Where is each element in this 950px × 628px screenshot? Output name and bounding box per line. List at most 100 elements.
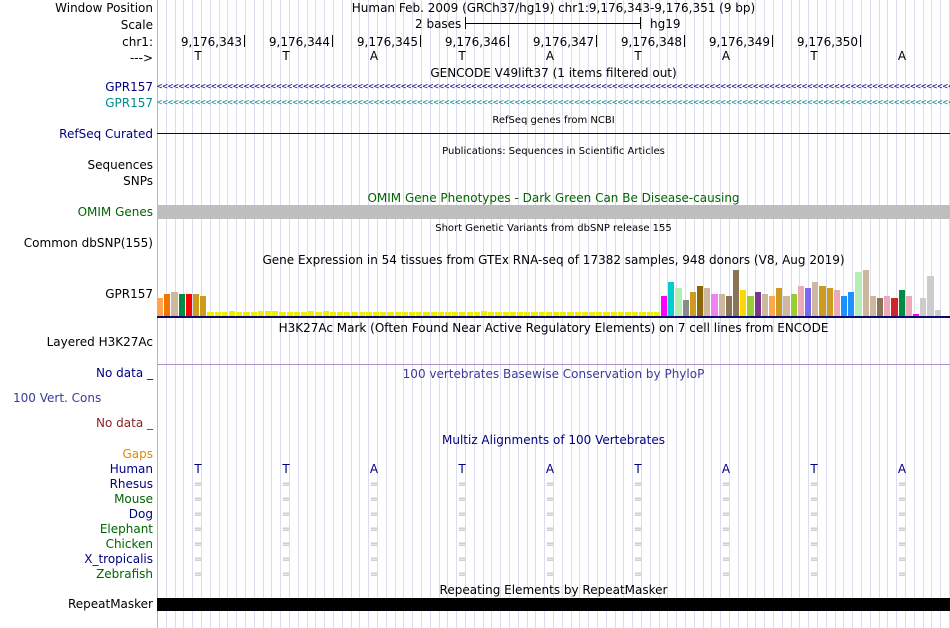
gtex-tissue-bar[interactable] xyxy=(387,312,394,316)
gtex-tissue-bar[interactable] xyxy=(855,272,862,316)
gtex-tissue-bar[interactable] xyxy=(416,312,423,316)
omim-gene-bar[interactable] xyxy=(157,205,950,219)
gtex-tissue-bar[interactable] xyxy=(682,300,689,316)
refseq-gene-line[interactable] xyxy=(157,133,950,134)
gtex-tissue-bar[interactable] xyxy=(862,270,869,316)
gtex-tissue-bar[interactable] xyxy=(610,312,617,316)
gtex-tissue-bar[interactable] xyxy=(898,290,905,316)
gtex-tissue-bar[interactable] xyxy=(351,312,358,316)
gtex-tissue-bar[interactable] xyxy=(869,296,876,316)
gtex-tissue-bar[interactable] xyxy=(833,290,840,316)
gtex-tissue-bar[interactable] xyxy=(769,296,776,316)
species-label-dog[interactable]: Dog xyxy=(128,507,153,521)
gtex-tissue-bar[interactable] xyxy=(445,312,452,316)
gtex-tissue-bar[interactable] xyxy=(423,312,430,316)
gtex-tissue-bar[interactable] xyxy=(495,312,502,316)
gtex-tissue-bar[interactable] xyxy=(553,312,560,316)
gtex-tissue-bar[interactable] xyxy=(841,296,848,316)
gtex-tissue-bar[interactable] xyxy=(704,288,711,316)
gtex-tissue-bar[interactable] xyxy=(344,312,351,316)
gtex-tissue-bar[interactable] xyxy=(329,312,336,316)
gtex-tissue-bar[interactable] xyxy=(891,298,898,316)
gtex-tissue-bar[interactable] xyxy=(250,312,257,316)
gtex-tissue-bar[interactable] xyxy=(747,296,754,316)
gtex-tissue-bar[interactable] xyxy=(214,312,221,316)
gtex-tissue-bar[interactable] xyxy=(797,286,804,316)
gtex-tissue-bar[interactable] xyxy=(632,312,639,316)
gencode-gene-2[interactable]: <<<<<<<<<<<<<<<<<<<<<<<<<<<<<<<<<<<<<<<<… xyxy=(157,98,950,108)
gtex-tissue-bar[interactable] xyxy=(920,298,927,316)
gtex-tissue-bar[interactable] xyxy=(243,312,250,316)
species-label-chicken[interactable]: Chicken xyxy=(105,537,153,551)
species-label-human[interactable]: Human xyxy=(109,462,153,476)
gtex-tissue-bar[interactable] xyxy=(279,312,286,316)
gtex-tissue-bar[interactable] xyxy=(207,312,214,316)
gtex-tissue-bar[interactable] xyxy=(236,312,243,316)
gtex-tissue-bar[interactable] xyxy=(308,311,315,316)
gtex-tissue-bar[interactable] xyxy=(668,282,675,316)
gtex-tissue-bar[interactable] xyxy=(272,311,279,316)
gtex-tissue-bar[interactable] xyxy=(646,312,653,316)
gtex-tissue-bar[interactable] xyxy=(409,312,416,316)
gtex-tissue-bar[interactable] xyxy=(193,294,200,316)
repeat-label[interactable]: RepeatMasker xyxy=(67,597,153,611)
gencode-gene-1[interactable]: <<<<<<<<<<<<<<<<<<<<<<<<<<<<<<<<<<<<<<<<… xyxy=(157,82,950,92)
gtex-tissue-bar[interactable] xyxy=(315,312,322,316)
gtex-tissue-bar[interactable] xyxy=(437,312,444,316)
gtex-tissue-bar[interactable] xyxy=(286,312,293,316)
gtex-tissue-bar[interactable] xyxy=(337,312,344,316)
gtex-tissue-bar[interactable] xyxy=(185,294,192,316)
gtex-tissue-bar[interactable] xyxy=(740,290,747,316)
gtex-tissue-bar[interactable] xyxy=(545,312,552,316)
gtex-tissue-bar[interactable] xyxy=(502,312,509,316)
gtex-tissue-bar[interactable] xyxy=(877,298,884,316)
gtex-tissue-bar[interactable] xyxy=(589,312,596,316)
gtex-tissue-bar[interactable] xyxy=(934,310,941,316)
gtex-tissue-bar[interactable] xyxy=(574,312,581,316)
gtex-tissue-bar[interactable] xyxy=(653,312,660,316)
pubs-label-sequences[interactable]: Sequences xyxy=(87,158,153,172)
species-label-elephant[interactable]: Elephant xyxy=(99,522,153,536)
gtex-tissue-bar[interactable] xyxy=(524,312,531,316)
species-label-zebrafish[interactable]: Zebrafish xyxy=(96,567,153,581)
gtex-tissue-bar[interactable] xyxy=(430,312,437,316)
gtex-tissue-bar[interactable] xyxy=(466,312,473,316)
species-label-x_tropicalis[interactable]: X_tropicalis xyxy=(84,552,153,566)
gtex-tissue-bar[interactable] xyxy=(733,270,740,316)
gtex-tissue-bar[interactable] xyxy=(200,296,207,316)
gtex-tissue-bar[interactable] xyxy=(380,312,387,316)
gtex-tissue-bar[interactable] xyxy=(178,294,185,316)
repeat-bar[interactable] xyxy=(157,598,950,611)
gtex-tissue-bar[interactable] xyxy=(718,294,725,316)
gtex-tissue-bar[interactable] xyxy=(812,282,819,316)
gtex-tissue-bar[interactable] xyxy=(560,312,567,316)
gtex-tissue-bar[interactable] xyxy=(301,312,308,316)
gencode-item-label-1[interactable]: GPR157 xyxy=(105,80,153,94)
gtex-tissue-bar[interactable] xyxy=(826,288,833,316)
gtex-tissue-bar[interactable] xyxy=(164,294,171,316)
gtex-tissue-bar[interactable] xyxy=(459,312,466,316)
gtex-tissue-bar[interactable] xyxy=(848,292,855,316)
gtex-tissue-bar[interactable] xyxy=(452,312,459,316)
gtex-tissue-bar[interactable] xyxy=(783,296,790,316)
gtex-tissue-bar[interactable] xyxy=(661,296,668,316)
gtex-tissue-bar[interactable] xyxy=(913,314,920,316)
gtex-tissue-bar[interactable] xyxy=(358,312,365,316)
gtex-tissue-bar[interactable] xyxy=(322,311,329,316)
gtex-tissue-bar[interactable] xyxy=(596,312,603,316)
species-label-mouse[interactable]: Mouse xyxy=(114,492,153,506)
gtex-tissue-bar[interactable] xyxy=(265,311,272,316)
gtex-tissue-bar[interactable] xyxy=(488,312,495,316)
gtex-tissue-bar[interactable] xyxy=(725,296,732,316)
gtex-tissue-bar[interactable] xyxy=(761,294,768,316)
gtex-tissue-bar[interactable] xyxy=(401,312,408,316)
gtex-tissue-bar[interactable] xyxy=(776,288,783,316)
gtex-tissue-bar[interactable] xyxy=(639,312,646,316)
gtex-label[interactable]: GPR157 xyxy=(105,287,153,301)
gencode-item-label-2[interactable]: GPR157 xyxy=(105,96,153,110)
gtex-tissue-bar[interactable] xyxy=(481,311,488,316)
gtex-tissue-bar[interactable] xyxy=(171,292,178,316)
gtex-tissue-bar[interactable] xyxy=(538,312,545,316)
gtex-tissue-bar[interactable] xyxy=(257,311,264,316)
gtex-tissue-bar[interactable] xyxy=(905,296,912,316)
